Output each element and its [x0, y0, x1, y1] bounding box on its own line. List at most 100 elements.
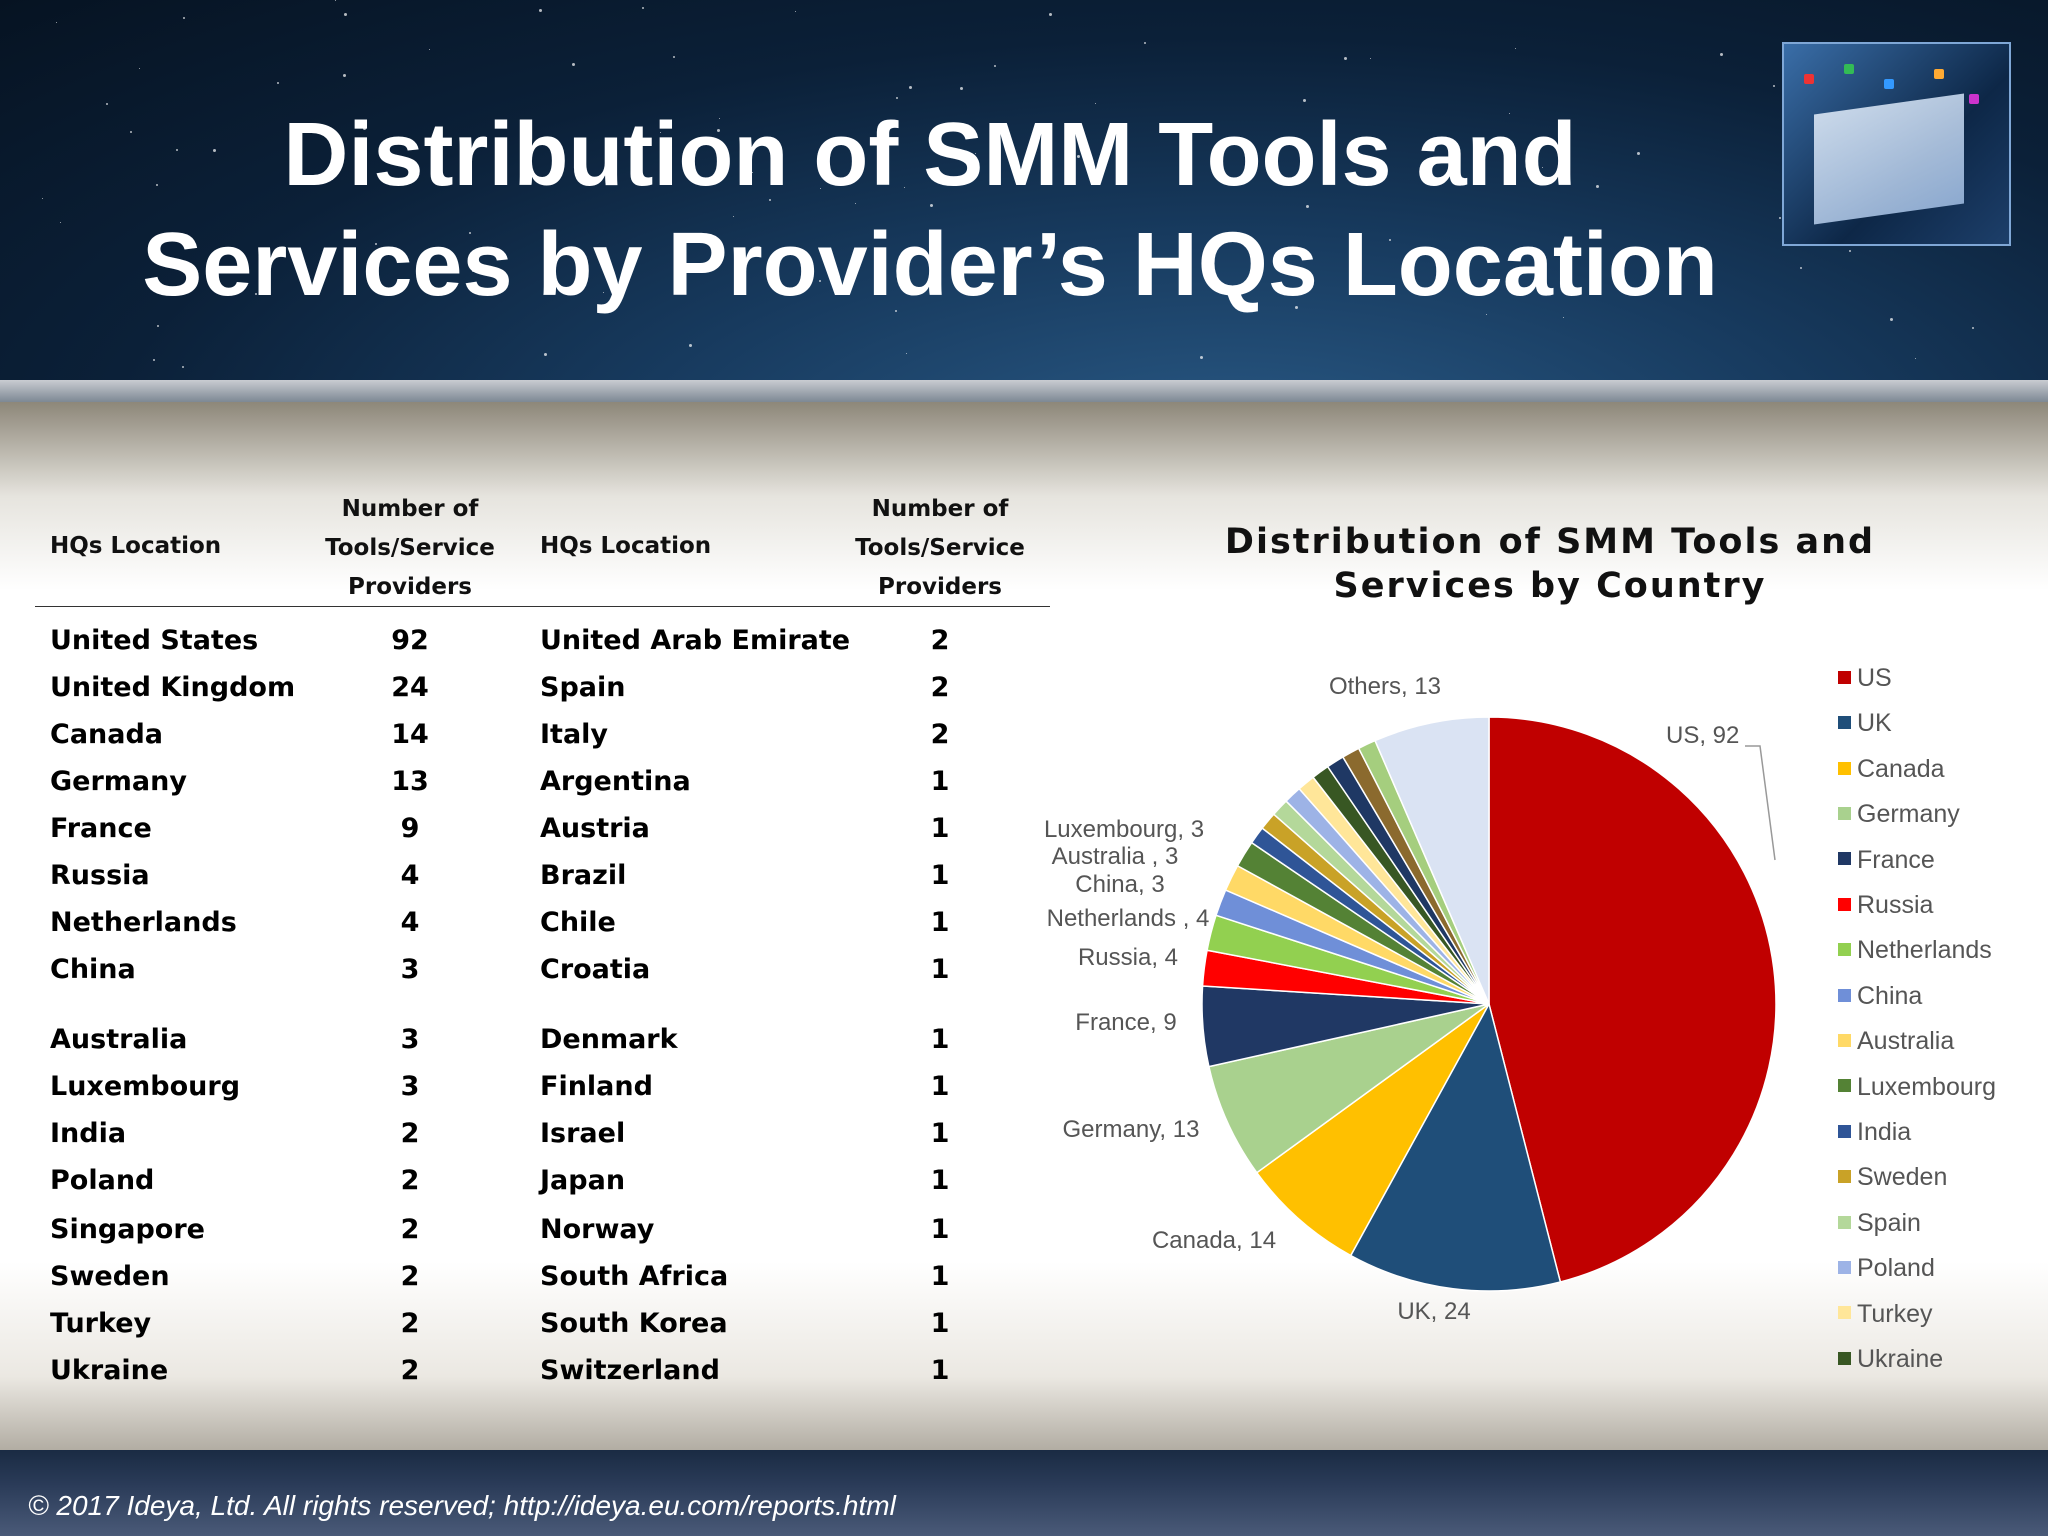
table-cell-count: 3 [400, 1071, 420, 1102]
title-line-2: Services by Provider’s HQs Location [142, 215, 1718, 315]
table-cell-location: Ukraine [50, 1355, 169, 1386]
star [1295, 306, 1298, 309]
table-cell-count: 1 [930, 1214, 950, 1245]
table-cell-count: 1 [930, 954, 950, 985]
col-header-count-left: Number of Tools/Service Providers [300, 490, 520, 607]
header-banner: Distribution of SMM Tools and Services b… [0, 0, 2048, 380]
star [1200, 356, 1203, 359]
legend-item-uk: UK [1838, 709, 1892, 739]
data-label-russia: Russia, 4 [1078, 944, 1178, 971]
star [106, 103, 108, 105]
table-cell-location: China [50, 954, 136, 985]
legend-swatch [1838, 897, 1851, 911]
legend-label: Luxembourg [1857, 1072, 1996, 1101]
social-media-cube-image [1782, 42, 2011, 246]
table-cell-location: Croatia [540, 954, 651, 985]
star [752, 172, 753, 173]
star [1779, 217, 1781, 219]
star [1442, 258, 1443, 259]
table-cell-location: Australia [50, 1024, 188, 1055]
pie-slice-uk [1349, 1001, 1562, 1292]
star [130, 131, 132, 133]
legend-label: Germany [1857, 800, 1960, 829]
star [994, 65, 996, 67]
table-cell-location: India [50, 1118, 127, 1149]
table-cell-count: 2 [930, 672, 950, 703]
slide-title: Distribution of SMM Tools and Services b… [60, 100, 1800, 320]
leader-line-us [1745, 745, 1776, 861]
star [733, 216, 734, 217]
pie-slice-canada [1255, 1003, 1490, 1257]
star [1095, 103, 1096, 104]
table-cell-location: Israel [540, 1118, 626, 1149]
app-icon [1934, 69, 1944, 79]
star [1542, 167, 1543, 168]
star [1890, 318, 1893, 321]
table-cell-count: 1 [930, 1355, 950, 1386]
legend-label: France [1857, 845, 1935, 874]
copyright-footer: © 2017 Ideya, Ltd. All rights reserved; … [28, 1490, 896, 1521]
data-label-uk: UK, 24 [1397, 1298, 1470, 1325]
star [469, 232, 471, 234]
star [896, 97, 898, 99]
star [277, 82, 279, 84]
legend-swatch [1838, 1170, 1851, 1184]
table-cell-count: 1 [930, 813, 950, 844]
table-cell-location: Germany [50, 766, 187, 797]
pie-slice-others [1374, 716, 1490, 1005]
data-label-us: US, 92 [1666, 722, 1739, 749]
table-cell-count: 2 [400, 1118, 420, 1149]
legend-item-india: India [1838, 1118, 1911, 1148]
star [802, 253, 803, 254]
legend-item-france: France [1838, 846, 1935, 876]
data-label-netherlands: Netherlands , 4 [1047, 905, 1210, 932]
table-cell-count: 1 [930, 1024, 950, 1055]
star [673, 56, 675, 58]
star [820, 188, 821, 189]
table-cell-count: 1 [930, 1165, 950, 1196]
header-rule [35, 606, 1050, 607]
legend-swatch [1838, 988, 1851, 1002]
star [580, 289, 582, 291]
star [343, 74, 346, 77]
star [157, 325, 159, 327]
table-cell-location: United Kingdom [50, 672, 296, 703]
star [1563, 317, 1564, 318]
table-cell-location: South Korea [540, 1308, 728, 1339]
star [1486, 314, 1487, 315]
table-cell-count: 1 [930, 860, 950, 891]
legend-swatch [1838, 807, 1851, 821]
legend-item-china: China [1838, 982, 1922, 1012]
table-cell-location: Spain [540, 672, 626, 703]
star [1915, 358, 1916, 359]
legend-label: China [1857, 981, 1923, 1010]
legend-swatch [1838, 1261, 1851, 1275]
table-cell-location: United States [50, 625, 259, 656]
legend-swatch [1838, 1124, 1851, 1138]
table-cell-location: Argentina [540, 766, 691, 797]
table-cell-location: Denmark [540, 1024, 678, 1055]
legend-swatch [1838, 761, 1851, 775]
table-cell-count: 3 [400, 1024, 420, 1055]
data-label-germany: Germany, 13 [1063, 1116, 1200, 1143]
chart-title: Distribution of SMM Tools and Services b… [1200, 520, 1900, 608]
star [572, 63, 575, 66]
table-cell-count: 3 [400, 954, 420, 985]
legend-label: UK [1857, 709, 1892, 738]
star [960, 87, 963, 90]
table-cell-count: 4 [400, 860, 420, 891]
star [176, 149, 178, 151]
star [139, 68, 140, 69]
header-line: Number of [871, 496, 1009, 522]
table-cell-location: Chile [540, 907, 616, 938]
table-cell-count: 2 [400, 1165, 420, 1196]
star [1330, 144, 1332, 146]
legend-label: Sweden [1857, 1163, 1948, 1192]
star [1800, 267, 1802, 269]
star [42, 198, 43, 199]
star [855, 203, 856, 204]
star [1515, 48, 1516, 49]
table-cell-location: United Arab Emirate [540, 625, 851, 656]
star [544, 353, 547, 356]
table-cell-location: Russia [50, 860, 150, 891]
